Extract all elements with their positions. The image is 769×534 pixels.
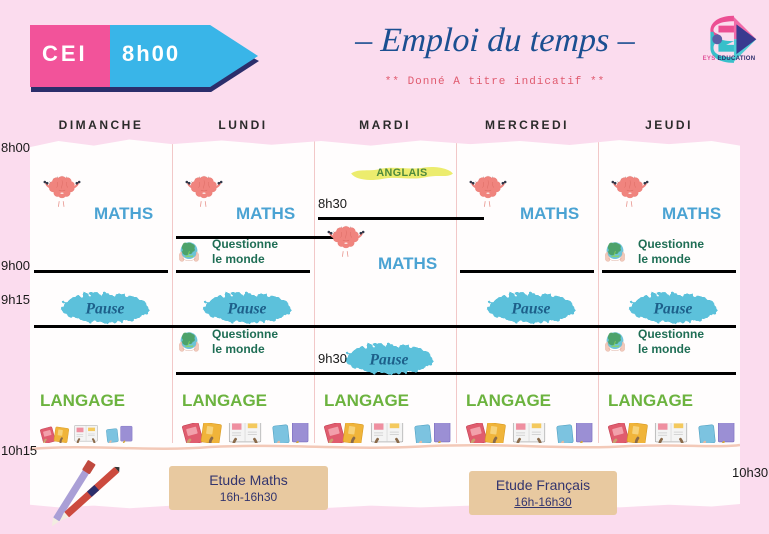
svg-text:Pause: Pause [512,301,551,318]
svg-text:Pause: Pause [370,352,409,369]
svg-text:Pause: Pause [86,301,125,318]
svg-text:Pause: Pause [654,301,693,318]
svg-text:ANGLAIS: ANGLAIS [376,167,427,179]
svg-text:Pause: Pause [228,301,267,318]
